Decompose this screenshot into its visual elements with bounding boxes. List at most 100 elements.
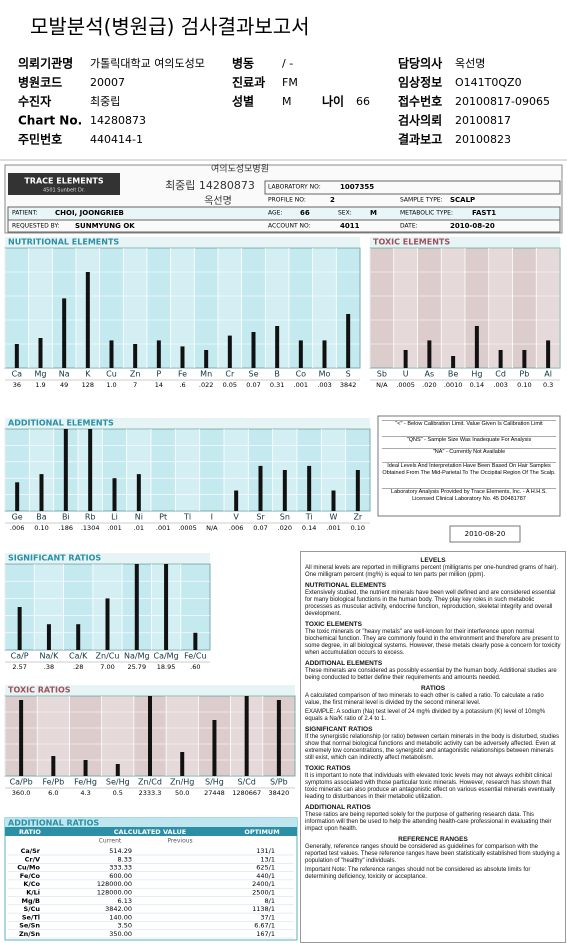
bar — [474, 326, 479, 368]
info-label: 주민번호 — [18, 132, 62, 147]
value-label: .001 — [294, 381, 308, 389]
field-label: SAMPLE TYPE: — [400, 197, 443, 204]
ratio-name: Cu/Mo — [17, 864, 40, 872]
notes-column: LEVELS All mineral levels are reported in… — [300, 551, 566, 943]
note-heading: RATIOS — [420, 685, 446, 692]
bar — [19, 700, 24, 776]
category-label: Sn — [280, 513, 290, 522]
info-label: 병동 — [232, 56, 254, 71]
column-stripe — [536, 248, 560, 368]
value-label: 36 — [13, 381, 21, 389]
info-label: 담당의사 — [398, 56, 442, 71]
table-subheader: Current — [99, 838, 122, 845]
bar — [105, 598, 110, 650]
bar — [212, 720, 217, 776]
bar — [17, 607, 22, 650]
field-label: PATIENT: — [12, 210, 38, 217]
table-header: RATIO — [19, 828, 41, 836]
category-label: Sr — [256, 513, 265, 522]
field-box — [264, 180, 561, 195]
note-paragraph: Extensively studied, the nutrient minera… — [305, 590, 556, 617]
category-label: Na/Mg — [124, 652, 150, 661]
legend-note: Laboratory Analysis Provided by Trace El… — [382, 488, 556, 502]
category-label: I — [211, 513, 213, 522]
value-label: 0.3 — [543, 381, 553, 389]
bar — [282, 470, 287, 511]
ratio-name: Cr/V — [25, 855, 40, 863]
field-value: 2 — [330, 196, 335, 204]
value-label: 1280667 — [232, 789, 261, 797]
info-value: 66 — [356, 95, 370, 108]
chart-header-band — [370, 237, 560, 247]
value-label: .006 — [229, 524, 243, 532]
ratio-optimum: 1138/1 — [252, 905, 275, 913]
value-label: .001 — [326, 524, 340, 532]
bar — [148, 696, 152, 776]
value-label: .003 — [317, 381, 331, 389]
ratio-name: K/Li — [26, 889, 40, 897]
bar — [227, 335, 232, 368]
ratio-optimum: 8/1 — [265, 897, 275, 905]
category-label: P — [156, 370, 161, 379]
bar — [451, 356, 456, 368]
bar — [83, 760, 88, 776]
info-value: 가톨릭대학교 여의도성모 — [90, 57, 205, 70]
legend-note: Ideal Levels And Interpretation Have Bee… — [382, 462, 556, 476]
date-stamp-box — [449, 525, 521, 543]
bar — [46, 624, 51, 650]
category-label: Zn/Cd — [138, 778, 162, 787]
ratio-name: K/Co — [23, 880, 40, 888]
bar — [76, 624, 81, 650]
category-label: Co — [296, 370, 307, 379]
value-label: .006 — [10, 524, 24, 532]
info-label: 수진자 — [18, 94, 51, 109]
category-label: Ti — [305, 513, 313, 522]
bar — [180, 752, 185, 776]
value-label: .0005 — [396, 381, 415, 389]
value-label: 7 — [133, 381, 137, 389]
bar — [14, 344, 19, 368]
bar — [346, 314, 351, 368]
category-label: Na/K — [40, 652, 60, 661]
ratio-name: Mg/B — [22, 897, 40, 905]
value-label: 7.00 — [100, 663, 114, 671]
note-paragraph: It is important to note that individuals… — [305, 773, 556, 800]
legend-note: "QNS" - Sample Size Was Inadequate For A… — [382, 436, 556, 443]
category-label: Zn/Hg — [170, 778, 194, 787]
category-label: Ni — [135, 513, 143, 522]
value-label: 0.10 — [517, 381, 531, 389]
category-label: Ge — [12, 513, 23, 522]
field-label: METABOLIC TYPE: — [400, 210, 453, 217]
handwritten-note: 옥선명 — [204, 195, 232, 207]
note-paragraph: All mineral levels are reported in milli… — [305, 565, 559, 578]
chart-title: TOXIC ELEMENTS — [373, 238, 450, 247]
field-box — [7, 219, 561, 233]
category-label: Be — [448, 370, 458, 379]
bar — [322, 340, 327, 368]
info-value: 20100823 — [455, 133, 511, 146]
bar — [62, 298, 67, 368]
bar — [251, 332, 256, 368]
chart-title: ADDITIONAL ELEMENTS — [8, 419, 114, 428]
field-label: SEX: — [338, 210, 352, 217]
category-label: Tl — [183, 513, 191, 522]
value-label: 0.31 — [270, 381, 284, 389]
bar — [234, 490, 239, 511]
ratio-current: 333.33 — [109, 864, 132, 872]
legend-text: Ideal Levels And Interpretation Have Bee… — [382, 462, 556, 476]
bar — [164, 564, 169, 650]
bar — [109, 340, 114, 368]
chart-title: NUTRITIONAL ELEMENTS — [8, 238, 119, 247]
address: 4501 Sunbelt Dr. — [43, 188, 85, 194]
bar — [180, 346, 185, 368]
bar — [355, 470, 360, 511]
category-label: Ca/K — [69, 652, 88, 661]
value-label: .020 — [422, 381, 436, 389]
value-label: 360.0 — [12, 789, 31, 797]
value-label: .003 — [493, 381, 507, 389]
value-label: 128 — [82, 381, 94, 389]
bar — [546, 340, 551, 368]
info-value: 옥선명 — [455, 57, 485, 70]
